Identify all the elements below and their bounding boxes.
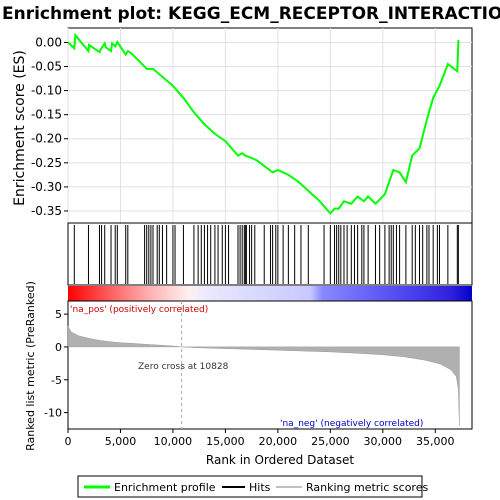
legend-label-enrichment-profile: Enrichment profile: [114, 481, 216, 494]
metric-y-ticks: 5 0 -5 -10: [44, 308, 68, 420]
chart-title: Enrichment plot: KEGG_ECM_RECEPTOR_INTER…: [2, 4, 500, 24]
metric-panel-frame: [67, 300, 473, 430]
x-axis-label: Rank in Ordered Dataset: [206, 453, 354, 467]
legend-label-hits: Hits: [249, 481, 271, 494]
es-gridlines: [67, 28, 472, 223]
es-y-tick-label: -0.25: [31, 156, 62, 170]
na-pos-label: 'na_pos' (positively correlated): [70, 305, 208, 315]
metric-panel: 5 0 -5 -10 'na_pos' (positively correlated)…: [24, 281, 473, 451]
enrichment-profile-line: [67, 32, 460, 215]
es-y-tick-label: -0.05: [31, 60, 62, 74]
es-panel: 0.00-0.05-0.10-0.15-0.20-0.25-0.30-0.35 …: [12, 27, 473, 224]
es-y-tick-label: -0.35: [31, 204, 62, 218]
es-y-tick-label: -0.10: [31, 84, 62, 98]
hit-lines: [73, 225, 459, 284]
legend-frame: [77, 475, 423, 498]
es-y-tick-label: -0.20: [31, 132, 62, 146]
metric-y-tick-label: 0: [55, 341, 62, 354]
hits-panel-frame: [67, 222, 473, 286]
hits-panel: [67, 222, 473, 301]
es-y-tick-label: 0.00: [35, 35, 62, 49]
na-neg-label: 'na_neg' (negatively correlated): [280, 419, 423, 429]
metric-y-tick-label: -5: [51, 374, 62, 387]
metric-y-axis-label: Ranked list metric (PreRanked): [24, 281, 37, 451]
metric-y-tick-label: -10: [44, 407, 62, 420]
legend-label-ranking-metric: Ranking metric scores: [306, 481, 428, 494]
x-axis-ticks: 0 5,000 10,000 15,000 20,000 25,000 30,000 35,0…: [65, 429, 455, 448]
x-tick-label: 0: [65, 435, 72, 448]
ranking-metric-area: [67, 325, 460, 426]
es-y-tick-label: -0.30: [31, 180, 62, 194]
x-tick-label: 35,000: [416, 435, 455, 448]
es-y-tick-label: -0.15: [31, 108, 62, 122]
x-tick-label: 30,000: [364, 435, 403, 448]
legend: Enrichment profile Hits Ranking metric s…: [77, 475, 428, 498]
es-panel-frame: [67, 27, 473, 224]
x-tick-label: 25,000: [311, 435, 350, 448]
x-tick-label: 5,000: [105, 435, 137, 448]
x-tick-label: 20,000: [259, 435, 298, 448]
zero-cross-annotation: Zero cross at 10828: [138, 362, 229, 372]
metric-y-tick-label: 5: [55, 308, 62, 321]
x-tick-label: 10,000: [154, 435, 193, 448]
es-y-axis-label: Enrichment score (ES): [12, 50, 28, 206]
es-y-ticks: 0.00 -0.05 -0.10 -0.15 -0.20 -0.25 -0.30 -0.35: [31, 35, 68, 218]
rank-color-bar: [68, 286, 472, 301]
x-tick-label: 15,000: [206, 435, 245, 448]
